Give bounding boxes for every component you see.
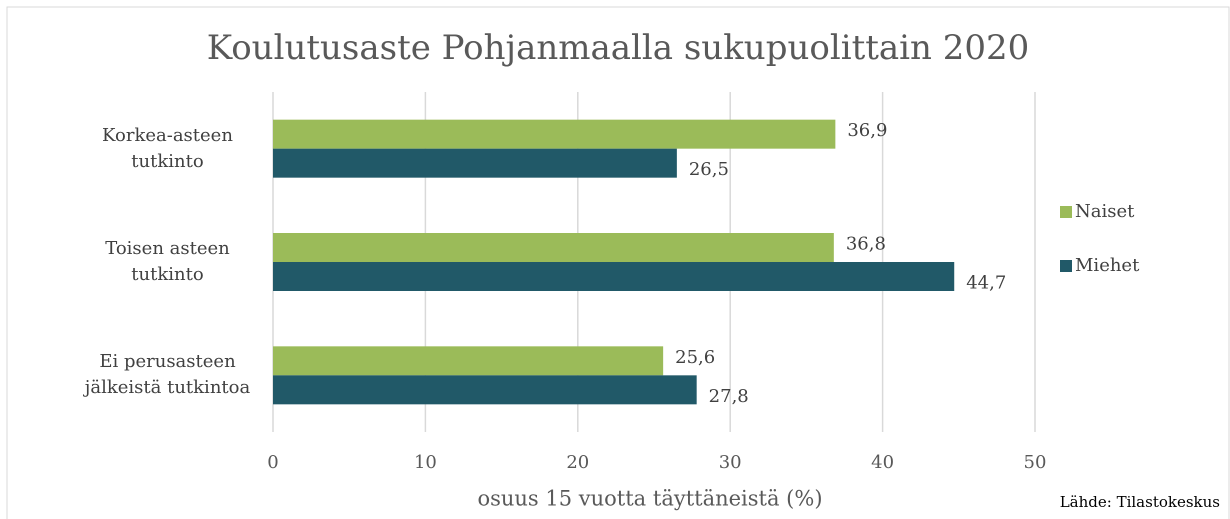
value-label: 26,5 bbox=[689, 159, 729, 180]
bar bbox=[273, 375, 697, 405]
bar bbox=[273, 233, 834, 262]
value-label: 36,9 bbox=[847, 120, 887, 141]
bar bbox=[273, 148, 677, 178]
value-label: 27,8 bbox=[709, 386, 749, 407]
bar bbox=[273, 262, 955, 291]
x-axis-label: osuus 15 vuotta täyttäneistä (%) bbox=[477, 487, 822, 511]
value-label: 25,6 bbox=[675, 347, 715, 368]
x-tick-label: 20 bbox=[566, 452, 589, 473]
chart-title: Koulutusaste Pohjanmaalla sukupuolittain… bbox=[207, 28, 1030, 68]
y-tick-label: Korkea-asteen tutkinto bbox=[102, 124, 233, 172]
x-tick-label: 50 bbox=[1024, 452, 1047, 473]
legend-label: Naiset bbox=[1075, 201, 1135, 222]
x-tick-label: 30 bbox=[719, 452, 742, 473]
value-label: 36,8 bbox=[846, 234, 886, 255]
legend-swatch bbox=[1060, 206, 1072, 218]
bar bbox=[273, 119, 836, 149]
x-tick-label: 0 bbox=[267, 452, 278, 473]
chart-border bbox=[6, 6, 1230, 519]
bar bbox=[273, 346, 664, 376]
x-tick-label: 10 bbox=[414, 452, 437, 473]
legend-label: Miehet bbox=[1075, 255, 1140, 276]
source: Lähde: Tilastokeskus bbox=[1060, 493, 1220, 511]
value-label: 44,7 bbox=[966, 273, 1006, 294]
y-tick-label: Ei perusasteen jälkeistä tutkintoa bbox=[84, 351, 251, 399]
y-tick-label: Toisen asteen tutkinto bbox=[105, 238, 230, 285]
x-tick-label: 40 bbox=[871, 452, 894, 473]
legend-swatch bbox=[1060, 260, 1072, 272]
